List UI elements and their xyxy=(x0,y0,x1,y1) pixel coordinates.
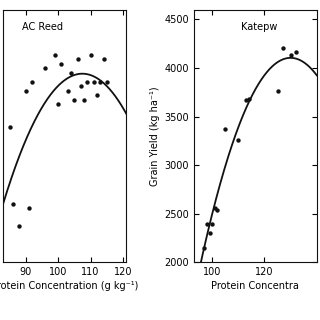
Point xyxy=(244,98,249,103)
Point xyxy=(275,89,280,94)
Point xyxy=(23,88,28,93)
Point xyxy=(236,137,241,142)
Point xyxy=(288,53,293,58)
Point xyxy=(94,93,100,98)
Text: AC Reed: AC Reed xyxy=(22,22,63,32)
Point xyxy=(207,231,212,236)
Point xyxy=(210,221,215,226)
Text: Katepw: Katepw xyxy=(241,22,277,32)
Point xyxy=(65,88,70,93)
Point xyxy=(43,66,48,71)
Point xyxy=(85,79,90,84)
Point xyxy=(202,245,207,250)
Point xyxy=(7,124,12,130)
Point xyxy=(75,57,80,62)
Point xyxy=(59,61,64,66)
Point xyxy=(88,52,93,57)
Point xyxy=(68,70,74,76)
Point xyxy=(223,127,228,132)
Point xyxy=(246,97,251,102)
Point xyxy=(212,205,217,211)
X-axis label: Protein Concentra: Protein Concentra xyxy=(212,281,299,292)
Point xyxy=(56,102,61,107)
Point xyxy=(215,207,220,212)
Point xyxy=(10,201,15,206)
Point xyxy=(91,79,96,84)
Point xyxy=(30,79,35,84)
Point xyxy=(17,224,22,229)
Point xyxy=(52,52,58,57)
Point xyxy=(27,206,32,211)
X-axis label: Protein Concentration (g kg⁻¹): Protein Concentration (g kg⁻¹) xyxy=(0,281,138,292)
Y-axis label: Grain Yield (kg ha⁻¹): Grain Yield (kg ha⁻¹) xyxy=(150,86,160,186)
Point xyxy=(82,97,87,102)
Point xyxy=(101,57,106,62)
Point xyxy=(72,97,77,102)
Point xyxy=(98,79,103,84)
Point xyxy=(293,50,299,55)
Point xyxy=(104,79,109,84)
Point xyxy=(280,46,285,51)
Point xyxy=(204,221,210,226)
Point xyxy=(78,84,84,89)
